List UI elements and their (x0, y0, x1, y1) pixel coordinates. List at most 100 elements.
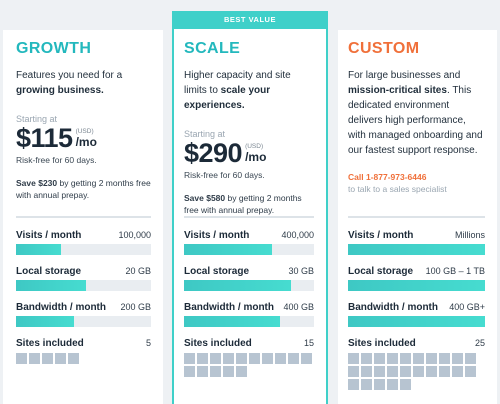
metric-value: 30 GB (288, 266, 314, 276)
save-amount: Save $230 (16, 178, 58, 188)
site-square (348, 379, 359, 390)
plan-title: GROWTH (16, 40, 92, 57)
per-month-label: /mo (245, 150, 267, 164)
site-square (413, 353, 424, 364)
desc-text: For large businesses and (348, 70, 461, 81)
best-value-badge: BEST VALUE (174, 11, 326, 29)
site-square (374, 353, 385, 364)
metric-value: 15 (303, 338, 314, 348)
starting-at-label: Starting at (184, 129, 226, 139)
divider (16, 216, 151, 218)
sales-phone-link[interactable]: Call 1-877-973-6446 (348, 172, 427, 182)
metric-value: Millions (454, 230, 485, 240)
site-square (210, 353, 221, 364)
metric-storage: Local storage 30 GB (184, 266, 314, 291)
metric-value: 400 GB (283, 302, 314, 312)
metric-label: Visits / month (16, 230, 82, 241)
save-text: by getting 2 months free with annual pre… (184, 193, 302, 215)
desc-bold: scale your experiences. (184, 85, 271, 111)
site-square (236, 353, 247, 364)
site-square (426, 366, 437, 377)
metric-bandwidth: Bandwidth / month 400 GB+ (348, 302, 485, 327)
site-square (223, 366, 234, 377)
metric-label: Sites included (348, 338, 416, 349)
sites-squares (348, 353, 485, 390)
desc-bold: mission-critical sites (348, 85, 447, 96)
metric-sites: Sites included 5 (16, 338, 151, 364)
site-square (361, 353, 372, 364)
metric-bar-fill (16, 244, 61, 255)
site-square (361, 366, 372, 377)
metric-label: Local storage (16, 266, 82, 277)
metric-bar-fill (184, 280, 291, 291)
metric-label: Bandwidth / month (348, 302, 438, 313)
metric-bar (16, 316, 151, 327)
plan-card-growth: GROWTH Features you need for a growing b… (3, 30, 163, 404)
metric-bar-fill (16, 280, 87, 291)
site-square (16, 353, 27, 364)
metric-visits: Visits / month 100,000 (16, 230, 151, 255)
site-square (452, 366, 463, 377)
site-square (426, 353, 437, 364)
plan-card-scale: BEST VALUE SCALE Higher capacity and sit… (172, 11, 328, 404)
starting-at-label: Starting at (16, 114, 58, 124)
site-square (452, 353, 463, 364)
metric-bar (348, 280, 485, 291)
metric-sites: Sites included 25 (348, 338, 485, 390)
save-text: by getting 2 months free with annual pre… (16, 178, 151, 200)
metric-visits: Visits / month Millions (348, 230, 485, 255)
metric-value: 400,000 (281, 230, 314, 240)
site-square (29, 353, 40, 364)
desc-bold: growing business. (16, 85, 104, 96)
divider (184, 216, 314, 218)
divider (348, 216, 485, 218)
plan-description: Features you need for a growing business… (16, 68, 151, 98)
site-square (400, 353, 411, 364)
price-row: $290 (USD)/mo (184, 140, 314, 167)
currency-label: (USD) (75, 128, 94, 135)
currency-label: (USD) (245, 143, 264, 150)
metric-storage: Local storage 20 GB (16, 266, 151, 291)
plan-title: CUSTOM (348, 40, 420, 57)
site-square (55, 353, 66, 364)
site-square (413, 366, 424, 377)
risk-free-note: Risk-free for 60 days. (16, 155, 97, 165)
metric-sites: Sites included 15 (184, 338, 314, 377)
site-square (197, 366, 208, 377)
site-square (197, 353, 208, 364)
site-square (361, 379, 372, 390)
site-square (387, 353, 398, 364)
site-square (68, 353, 79, 364)
site-square (348, 366, 359, 377)
desc-text: Higher capacity and site limits to (184, 70, 291, 96)
metric-bar (184, 244, 314, 255)
metric-label: Visits / month (184, 230, 250, 241)
metric-label: Bandwidth / month (16, 302, 106, 313)
site-square (210, 366, 221, 377)
risk-free-note: Risk-free for 60 days. (184, 170, 265, 180)
site-square (374, 379, 385, 390)
metric-value: 400 GB+ (449, 302, 485, 312)
metric-bar (348, 244, 485, 255)
desc-text: Features you need for a (16, 70, 123, 81)
site-square (374, 366, 385, 377)
metric-bar-fill (16, 316, 75, 327)
site-square (439, 353, 450, 364)
metric-bar (184, 280, 314, 291)
site-square (262, 353, 273, 364)
save-amount: Save $580 (184, 193, 226, 203)
site-square (400, 379, 411, 390)
site-square (288, 353, 299, 364)
metric-bar (348, 316, 485, 327)
metric-value: 25 (474, 338, 485, 348)
metric-bandwidth: Bandwidth / month 400 GB (184, 302, 314, 327)
metric-bandwidth: Bandwidth / month 200 GB (16, 302, 151, 327)
metric-label: Sites included (184, 338, 252, 349)
metric-label: Visits / month (348, 230, 414, 241)
site-square (42, 353, 53, 364)
site-square (249, 353, 260, 364)
metric-storage: Local storage 100 GB – 1 TB (348, 266, 485, 291)
price: $115 (16, 123, 73, 153)
metric-visits: Visits / month 400,000 (184, 230, 314, 255)
plan-description: For large businesses and mission-critica… (348, 68, 485, 158)
